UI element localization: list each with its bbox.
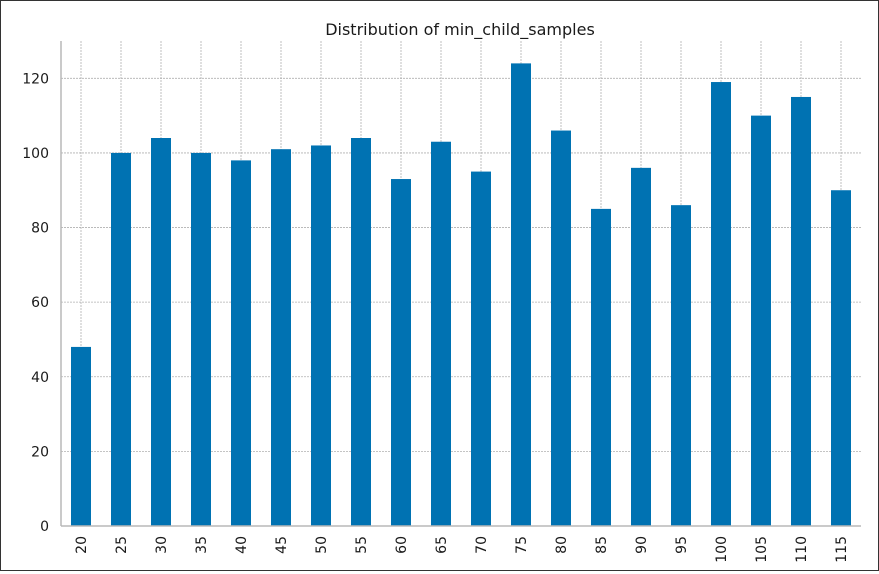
x-tick-label: 60 <box>394 536 410 554</box>
bar-80 <box>551 130 571 527</box>
x-tick-label: 80 <box>554 536 570 554</box>
x-tick-label: 20 <box>74 536 90 554</box>
bar-115 <box>831 190 851 526</box>
bar-100 <box>711 82 731 527</box>
bar-70 <box>471 171 491 527</box>
x-tick-label: 95 <box>674 536 690 554</box>
x-tick-label: 100 <box>714 536 730 563</box>
x-tick-label: 70 <box>474 536 490 554</box>
x-tick-label: 65 <box>434 536 450 554</box>
bar-50 <box>311 145 331 526</box>
x-tick-label: 55 <box>354 536 370 554</box>
x-tick-labels: 20 25 30 35 40 45 50 55 60 65 70 75 80 85 90 95 100 105 11… <box>74 536 850 563</box>
x-tick-label: 40 <box>234 536 250 554</box>
y-tick-label: 120 <box>22 71 49 87</box>
x-tick-label: 90 <box>634 536 650 554</box>
bar-75 <box>511 63 531 527</box>
y-tick-label: 80 <box>31 221 49 237</box>
grid-lines <box>61 41 861 527</box>
x-tick-label: 45 <box>274 536 290 554</box>
y-tick-label: 20 <box>31 444 49 460</box>
x-tick-label: 35 <box>194 536 210 554</box>
bar-20 <box>71 346 91 526</box>
bar-65 <box>431 141 451 526</box>
bar-40 <box>231 160 251 526</box>
bar-110 <box>791 96 811 526</box>
bar-30 <box>151 138 171 526</box>
x-tick-label: 85 <box>594 536 610 554</box>
bar-105 <box>751 115 771 526</box>
bars <box>71 63 851 527</box>
bar-85 <box>591 208 611 526</box>
x-tick-label: 50 <box>314 536 330 554</box>
bar-25 <box>111 152 131 526</box>
bar-95 <box>671 205 691 526</box>
bar-35 <box>191 152 211 526</box>
x-tick-label: 25 <box>114 536 130 554</box>
y-tick-labels: 0 20 40 60 80 100 120 <box>22 71 49 535</box>
bar-45 <box>271 149 291 526</box>
bar-60 <box>391 179 411 527</box>
y-tick-label: 60 <box>31 295 49 311</box>
chart-title: Distribution of min_child_samples <box>325 20 595 40</box>
bar-55 <box>351 138 371 526</box>
bar-90 <box>631 167 651 526</box>
y-tick-label: 0 <box>40 519 49 535</box>
axes <box>60 41 861 527</box>
x-tick-label: 115 <box>834 536 850 563</box>
x-tick-label: 110 <box>794 536 810 563</box>
y-tick-label: 40 <box>31 370 49 386</box>
x-tick-label: 30 <box>154 536 170 554</box>
x-tick-label: 105 <box>754 536 770 563</box>
y-tick-label: 100 <box>22 146 49 162</box>
x-tick-label: 75 <box>514 536 530 554</box>
